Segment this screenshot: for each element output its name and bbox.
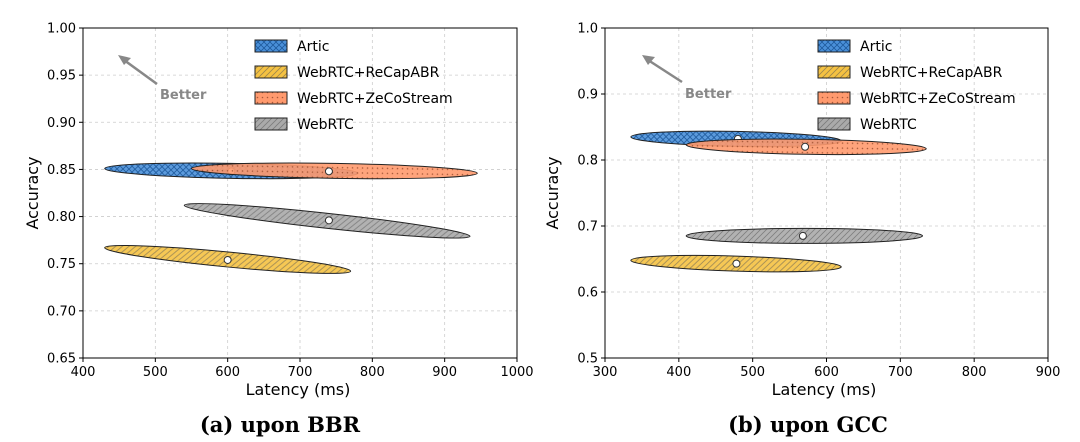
y-tick-label: 0.90: [47, 116, 76, 131]
legend-swatch-hatch-webrtc-zecostream: [817, 91, 851, 105]
legend-swatch-hatch-artic: [817, 39, 851, 53]
ellipse-hatch-webrtc-zecostream: [190, 162, 478, 180]
y-tick-label: 0.8: [577, 154, 598, 169]
legend-label-webrtc: WebRTC: [297, 117, 354, 133]
legend-label-artic: Artic: [297, 39, 329, 55]
better-annotation: Better: [118, 55, 207, 103]
x-tick-label: 400: [666, 365, 691, 380]
legend-swatch-hatch-webrtc-recapabr: [817, 65, 851, 79]
y-tick-label: 0.6: [577, 286, 598, 301]
better-arrow: [647, 58, 683, 84]
better-arrow: [123, 58, 158, 86]
x-axis-label: Latency (ms): [246, 380, 351, 399]
legend-label-webrtc-zecostream: WebRTC+ZeCoStream: [297, 91, 453, 107]
x-tick-label: 500: [740, 365, 765, 380]
x-tick-label: 800: [360, 365, 385, 380]
x-tick-label: 400: [71, 365, 96, 380]
center-point-webrtc: [324, 216, 333, 225]
x-tick-label: 600: [814, 365, 839, 380]
legend: Artic WebRTC+ReCapABR WebRTC+ZeCoStream Web…: [254, 39, 453, 133]
y-tick-label: 0.9: [577, 88, 598, 103]
y-tick-label: 0.95: [47, 69, 76, 84]
legend-swatch-hatch-webrtc: [254, 117, 288, 131]
center-point-webrtc-zecostream: [801, 142, 810, 151]
x-tick-label: 800: [962, 365, 987, 380]
x-tick-label: 900: [1036, 365, 1061, 380]
legend-swatch-hatch-webrtc: [817, 117, 851, 131]
better-arrow-head: [118, 55, 131, 65]
x-tick-label: 300: [593, 365, 618, 380]
y-tick-label: 1.0: [577, 22, 598, 37]
chart-panel-bbr: 400 500 600 700 800 900 1000 0.65 0.70 0.75 0.80 0.…: [23, 22, 534, 438]
better-annotation: Better: [642, 55, 732, 102]
y-tick-label: 0.85: [47, 163, 76, 178]
legend-label-webrtc-recapabr: WebRTC+ReCapABR: [860, 65, 1003, 81]
x-tick-label: 500: [143, 365, 168, 380]
caption: (a) upon BBR: [200, 412, 361, 437]
legend: Artic WebRTC+ReCapABR WebRTC+ZeCoStream Web…: [817, 39, 1016, 133]
center-point-webrtc-recapabr: [732, 259, 741, 268]
legend-label-artic: Artic: [860, 39, 892, 55]
legend-swatch-hatch-webrtc-zecostream: [254, 91, 288, 105]
x-tick-label: 600: [215, 365, 240, 380]
caption: (b) upon GCC: [728, 412, 888, 437]
center-point-webrtc-recapabr: [223, 255, 232, 264]
y-axis-label: Accuracy: [543, 156, 562, 229]
y-tick-label: 0.80: [47, 210, 76, 225]
x-tick-label: 700: [288, 365, 313, 380]
better-label: Better: [160, 88, 207, 103]
x-tick-label: 1000: [500, 365, 533, 380]
legend-label-webrtc-recapabr: WebRTC+ReCapABR: [297, 65, 440, 81]
legend-swatch-hatch-artic: [254, 39, 288, 53]
y-axis-label: Accuracy: [23, 156, 42, 229]
y-tick-label: 1.00: [47, 22, 76, 37]
legend-swatch-hatch-webrtc-recapabr: [254, 65, 288, 79]
legend-label-webrtc: WebRTC: [860, 117, 917, 133]
y-tick-label: 0.65: [47, 352, 76, 367]
better-arrow-head: [642, 55, 655, 65]
x-tick-label: 700: [888, 365, 913, 380]
center-point-webrtc: [798, 231, 807, 240]
center-point-webrtc-zecostream: [324, 167, 333, 176]
chart-panel-gcc: 300 400 500 600 700 800 9000.50.60.70.80.91.0 …: [543, 22, 1060, 438]
y-tick-label: 0.70: [47, 304, 76, 319]
x-tick-label: 900: [432, 365, 457, 380]
y-tick-label: 0.7: [577, 220, 598, 235]
better-label: Better: [685, 87, 732, 102]
legend-label-webrtc-zecostream: WebRTC+ZeCoStream: [860, 91, 1016, 107]
y-tick-label: 0.5: [577, 352, 598, 367]
y-tick-label: 0.75: [47, 257, 76, 272]
x-axis-label: Latency (ms): [772, 380, 877, 399]
ellipse-webrtc-zecostream: [190, 162, 478, 180]
